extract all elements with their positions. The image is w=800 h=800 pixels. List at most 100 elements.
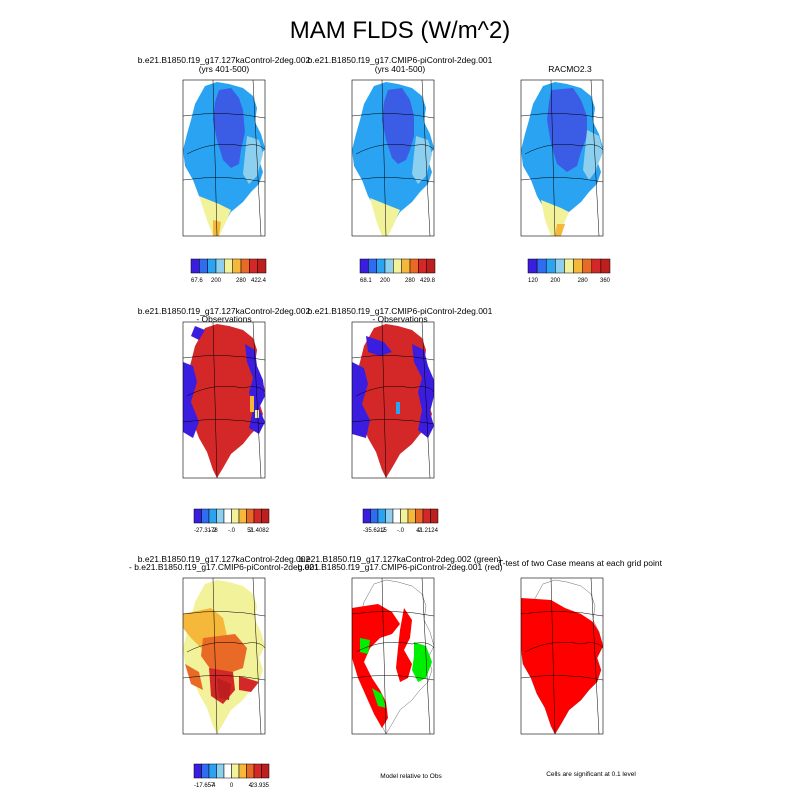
colorbar-swatch <box>193 508 202 524</box>
colorbar-swatch <box>370 508 379 524</box>
colorbar-tick-label: 23.935 <box>251 783 270 789</box>
panel-case2 <box>351 79 435 237</box>
panel-diff2 <box>351 321 435 479</box>
map-obs <box>521 82 603 236</box>
page-title: MAM FLDS (W/m^2) <box>290 17 511 44</box>
panel-obs <box>520 79 604 237</box>
colorbar-swatch <box>216 763 225 779</box>
panel-relative <box>351 577 435 735</box>
panel-title-case2-line1: b.e21.B1850.f19_g17.CMIP6-piControl-2deg… <box>308 55 493 65</box>
map-case1 <box>183 82 277 236</box>
colorbar-swatch <box>392 508 401 524</box>
colorbar-swatch <box>199 258 208 274</box>
colorbar-tick-label: 4 <box>249 783 253 789</box>
colorbar-swatch <box>418 258 427 274</box>
map-ttest <box>521 579 603 734</box>
note-relative: Model relative to Obs <box>380 773 442 780</box>
panel-title-case2-line2: (yrs 401-500) <box>375 64 426 74</box>
margin-fill-east <box>243 136 263 184</box>
colorbar-case2: 68.1 200 280 429.8 <box>359 258 436 284</box>
colorbar-tick-label: 280 <box>405 278 416 284</box>
colorbar-swatch <box>238 763 247 779</box>
colorbar-tick-label: 200 <box>380 278 391 284</box>
colorbar-swatch <box>430 508 439 524</box>
colorbar-diff1: -27.3178-.2 -.0 .251.4082 <box>193 508 270 534</box>
colorbar-swatch <box>564 258 574 274</box>
colorbar-swatch <box>240 258 250 274</box>
colorbar-swatch <box>422 508 431 524</box>
panel-title-case1-line1: b.e21.B1850.f19_g17.127kaControl-2deg.00… <box>138 55 311 65</box>
colorbar-swatch <box>257 258 267 274</box>
colorbar-swatch <box>359 258 369 274</box>
panel-title-relative-line1: b.e21.B1850.f19_g17.127kaControl-2deg.00… <box>299 554 501 564</box>
colorbar-tick-label: .2 <box>248 528 254 534</box>
colorbar-swatch <box>376 258 386 274</box>
colorbar-case1: 67.6 200 280 422.4 <box>190 258 267 284</box>
colorbar-swatch <box>591 258 602 274</box>
frame-gridlines <box>183 80 265 236</box>
map-frame <box>182 79 266 237</box>
colorbar-tick-label: 51.4082 <box>247 528 269 534</box>
colorbar-tick-label: -.2 <box>378 528 386 534</box>
colorbar-tick-label: -.0 <box>228 528 236 534</box>
colorbar-swatch <box>377 508 386 524</box>
colorbar-swatch <box>207 258 217 274</box>
colorbar-tick-label: -17.657 <box>194 783 215 789</box>
colorbar-tick-label: -27.3178 <box>194 528 218 534</box>
panel-title-obs: RACMO2.3 <box>548 64 592 74</box>
colorbar-swatch <box>223 508 232 524</box>
colorbar-tick-label: 67.6 <box>191 278 203 284</box>
colorbar-swatch <box>555 258 565 274</box>
colorbar-tick-label: .2 <box>417 528 423 534</box>
colorbar-swatch <box>215 258 225 274</box>
note-ttest: Cells are significant at 0.1 level <box>546 771 636 778</box>
colorbar-tick-label: -35.6215 <box>363 528 387 534</box>
colorbar-swatch <box>362 508 371 524</box>
map-diff1 <box>183 324 265 478</box>
colorbar-swatch <box>190 258 200 274</box>
colorbar-swatch <box>208 508 217 524</box>
colorbar-swatch <box>253 763 262 779</box>
colorbar-swatch <box>223 763 232 779</box>
colorbar-swatch <box>368 258 377 274</box>
map-casediff <box>183 580 265 734</box>
colorbar-tick-label: -.2 <box>209 528 217 534</box>
colorbar-swatch <box>545 258 556 274</box>
colorbar-swatch <box>393 258 402 274</box>
colorbar-swatch <box>261 508 270 524</box>
panel-title-case1-line2: (yrs 401-500) <box>199 64 250 74</box>
colorbar-tick-label: 200 <box>550 278 561 284</box>
colorbar-swatch <box>401 258 411 274</box>
colorbar-swatch <box>261 763 270 779</box>
colorbar-swatch <box>582 258 593 274</box>
colorbar-swatch <box>238 508 247 524</box>
panel-casediff <box>182 577 266 735</box>
panel-title-casediff-line1: b.e21.B1850.f19_g17.127kaControl-2deg.00… <box>138 554 311 564</box>
map-relative <box>352 579 434 734</box>
colorbar-obs: 120 200 280 360 <box>527 258 611 284</box>
colorbar-casediff: -17.657-4 0 423.935 <box>193 763 270 789</box>
core-fill <box>213 88 245 168</box>
colorbar-tick-label: -4 <box>210 783 216 789</box>
panel-ttest <box>520 577 604 735</box>
colorbar-swatch <box>415 508 424 524</box>
colorbar-tick-label: 280 <box>578 278 589 284</box>
colorbar-tick-label: 422.4 <box>251 278 267 284</box>
panel-title-diff1-line1: b.e21.B1850.f19_g17.127kaControl-2deg.00… <box>138 306 311 316</box>
colorbar-swatch <box>216 508 225 524</box>
colorbar-swatch <box>426 258 436 274</box>
panel-title-ttest: T-test of two Case means at each grid po… <box>498 558 663 568</box>
colorbar-swatch <box>600 258 611 274</box>
colorbar-swatch <box>384 258 394 274</box>
colorbar-swatch <box>231 508 240 524</box>
colorbar-swatch <box>400 508 409 524</box>
colorbar-tick-label: 120 <box>528 278 539 284</box>
south-fill <box>199 196 231 236</box>
coast-orange <box>269 188 277 204</box>
panel-diff1 <box>182 321 266 479</box>
colorbar-swatch <box>232 258 242 274</box>
colorbar-tick-label: 280 <box>236 278 247 284</box>
colorbar-swatch <box>231 763 240 779</box>
colorbar-swatch <box>385 508 394 524</box>
panel-title-diff2-line2: - Observations <box>372 314 427 324</box>
